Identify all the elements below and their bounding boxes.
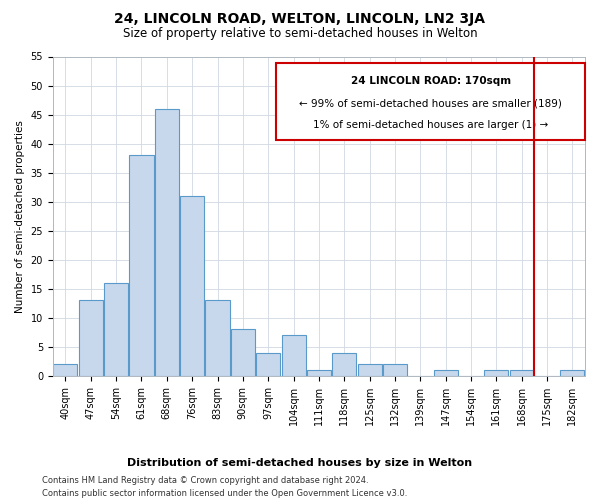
Bar [281, 336, 305, 376]
Text: ← 99% of semi-detached houses are smaller (189): ← 99% of semi-detached houses are smalle… [299, 98, 562, 108]
Text: 24, LINCOLN ROAD, WELTON, LINCOLN, LN2 3JA: 24, LINCOLN ROAD, WELTON, LINCOLN, LN2 3… [115, 12, 485, 26]
Bar [231, 330, 255, 376]
Text: Contains HM Land Registry data © Crown copyright and database right 2024.: Contains HM Land Registry data © Crown c… [42, 476, 368, 485]
Bar [180, 196, 204, 376]
Bar [155, 109, 179, 376]
Bar [130, 155, 154, 376]
Bar [256, 352, 280, 376]
Text: Size of property relative to semi-detached houses in Welton: Size of property relative to semi-detach… [122, 28, 478, 40]
Text: Contains public sector information licensed under the Open Government Licence v3: Contains public sector information licen… [42, 489, 407, 498]
Bar [358, 364, 382, 376]
Bar [484, 370, 508, 376]
Bar [560, 370, 584, 376]
Text: 1% of semi-detached houses are larger (1) →: 1% of semi-detached houses are larger (1… [313, 120, 548, 130]
Text: 24 LINCOLN ROAD: 170sqm: 24 LINCOLN ROAD: 170sqm [350, 76, 511, 86]
Bar [434, 370, 458, 376]
Bar [205, 300, 230, 376]
Y-axis label: Number of semi-detached properties: Number of semi-detached properties [15, 120, 25, 312]
Bar [383, 364, 407, 376]
FancyBboxPatch shape [277, 63, 585, 140]
Bar [53, 364, 77, 376]
Bar [332, 352, 356, 376]
Bar [79, 300, 103, 376]
Bar [104, 283, 128, 376]
Bar [307, 370, 331, 376]
Text: Distribution of semi-detached houses by size in Welton: Distribution of semi-detached houses by … [127, 458, 473, 468]
Bar [509, 370, 533, 376]
